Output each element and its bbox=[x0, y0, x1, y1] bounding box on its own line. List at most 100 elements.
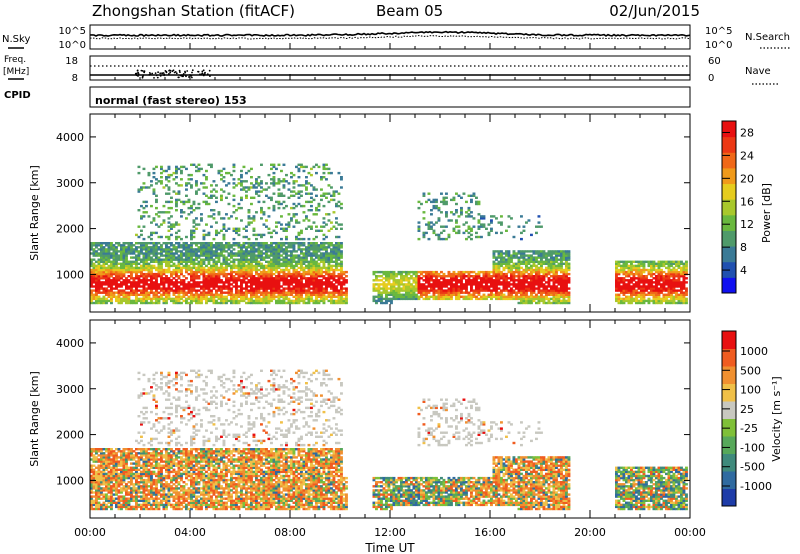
power-cell bbox=[202, 233, 206, 237]
power-cell bbox=[560, 279, 563, 282]
power-cell bbox=[315, 270, 318, 274]
power-cell bbox=[277, 262, 281, 265]
power-cell bbox=[630, 272, 633, 276]
power-cell bbox=[462, 285, 466, 288]
power-cell bbox=[525, 266, 528, 270]
power-cell bbox=[540, 262, 543, 265]
power-cell bbox=[530, 301, 533, 305]
power-cell bbox=[297, 266, 301, 270]
power-cell bbox=[307, 209, 311, 212]
power-cell bbox=[290, 171, 293, 175]
power-cell bbox=[640, 281, 643, 284]
power-cell bbox=[190, 229, 193, 232]
power-cell bbox=[180, 215, 183, 218]
power-cell bbox=[485, 295, 488, 298]
power-cell bbox=[475, 196, 478, 199]
power-cell bbox=[247, 209, 251, 212]
power-cell bbox=[482, 293, 486, 296]
power-cell bbox=[620, 266, 623, 270]
power-cell bbox=[225, 213, 228, 216]
power-cell bbox=[492, 283, 496, 286]
power-cell bbox=[117, 285, 121, 288]
power-cell bbox=[512, 279, 516, 282]
power-cell bbox=[392, 297, 396, 301]
power-cell bbox=[500, 260, 503, 263]
power-cell bbox=[530, 233, 533, 237]
power-cell bbox=[552, 260, 556, 263]
nave-tick-bottom: 0 bbox=[708, 73, 714, 84]
power-cell bbox=[205, 275, 208, 278]
power-cell bbox=[267, 279, 271, 282]
power-cell bbox=[105, 279, 108, 282]
power-cell bbox=[545, 252, 548, 255]
power-cell bbox=[632, 283, 636, 286]
power-cell bbox=[527, 268, 531, 272]
power-cell bbox=[472, 277, 476, 280]
power-cell bbox=[425, 295, 428, 298]
nave-dot bbox=[191, 69, 194, 72]
power-cell bbox=[502, 258, 506, 261]
power-cell bbox=[337, 293, 341, 296]
power-cell bbox=[280, 285, 283, 288]
power-cell bbox=[232, 270, 236, 274]
power-cell bbox=[287, 196, 291, 199]
power-cell bbox=[155, 206, 158, 210]
power-cell bbox=[557, 264, 561, 268]
power-cell bbox=[112, 281, 116, 284]
power-cell bbox=[145, 250, 148, 253]
power-cell bbox=[442, 237, 446, 241]
power-cell bbox=[90, 283, 93, 286]
power-cell bbox=[535, 279, 538, 282]
power-cell bbox=[277, 192, 281, 195]
power-cell bbox=[550, 297, 553, 301]
nave-dot bbox=[204, 71, 206, 74]
power-cell bbox=[252, 268, 256, 272]
power-cell bbox=[180, 272, 183, 276]
power-cell bbox=[477, 277, 481, 280]
power-cell bbox=[130, 264, 133, 268]
power-cell bbox=[270, 264, 273, 268]
power-cell bbox=[417, 297, 421, 301]
power-cell bbox=[130, 248, 133, 251]
power-cell bbox=[330, 258, 333, 261]
power-cell bbox=[320, 254, 323, 257]
power-cell bbox=[302, 275, 306, 278]
power-cell bbox=[490, 289, 493, 292]
power-cell bbox=[310, 264, 313, 268]
power-cell bbox=[337, 171, 341, 175]
power-cell bbox=[120, 299, 123, 303]
power-cell bbox=[287, 272, 291, 276]
power-cell bbox=[212, 180, 216, 183]
power-cell bbox=[120, 272, 123, 276]
power-cell bbox=[192, 242, 196, 245]
power-cell bbox=[182, 248, 186, 251]
power-cell bbox=[182, 165, 186, 169]
power-cell bbox=[175, 165, 178, 169]
power-cell bbox=[385, 275, 388, 278]
station-title: Zhongshan Station (fitACF) bbox=[92, 2, 295, 20]
power-cell bbox=[257, 268, 261, 272]
power-cell bbox=[195, 252, 198, 255]
power-cell bbox=[430, 227, 433, 230]
power-cell bbox=[635, 285, 638, 288]
power-cell bbox=[155, 272, 158, 276]
power-cell bbox=[257, 272, 261, 276]
power-cell bbox=[515, 256, 518, 259]
power-cell bbox=[155, 268, 158, 272]
power-cell bbox=[137, 289, 141, 292]
power-cell bbox=[255, 293, 258, 296]
power-cell bbox=[270, 244, 273, 247]
power-cell bbox=[417, 277, 421, 280]
power-cell bbox=[282, 301, 286, 305]
power-cell bbox=[277, 301, 281, 305]
power-cell bbox=[417, 206, 421, 210]
power-cell bbox=[147, 262, 151, 265]
power-cell bbox=[522, 277, 526, 280]
power-cell bbox=[490, 275, 493, 278]
power-cell bbox=[212, 264, 216, 268]
power-cell bbox=[322, 221, 326, 224]
power-cell bbox=[162, 287, 166, 290]
power-cell bbox=[640, 262, 643, 265]
power-cell bbox=[172, 289, 176, 292]
power-cell bbox=[155, 194, 158, 197]
